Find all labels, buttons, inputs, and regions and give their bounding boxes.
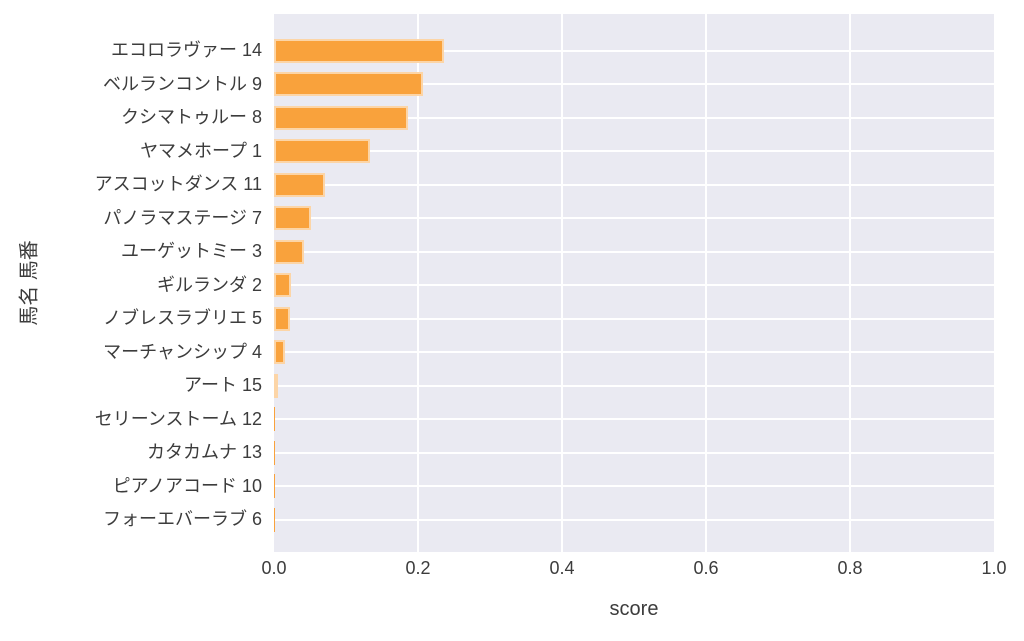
bar-row [274,302,994,336]
horizontal-gridline [274,250,994,253]
vertical-gridline [561,14,563,552]
horizontal-gridline [274,518,994,521]
y-tick-label: ベルランコントル 9 [102,73,262,94]
horizontal-gridline [274,351,994,354]
bar-row [274,403,994,437]
x-tick-label: 0.0 [261,558,287,578]
score-bar [274,407,275,432]
score-bar [274,105,408,130]
y-tick-label: パノラマステージ 7 [103,207,262,228]
horizontal-gridline [274,183,994,186]
bar-row [274,101,994,135]
vertical-gridline [417,14,419,552]
score-bar [274,206,311,231]
x-axis-title: score [609,598,659,620]
bar-row [274,235,994,269]
score-bar [274,239,304,264]
x-tick-label: 0.2 [405,558,431,578]
score-bar [274,373,278,398]
y-tick-label: エコロラヴァー 14 [110,40,262,60]
horizontal-gridline [274,451,994,454]
bar-row [274,135,994,169]
score-bar [274,340,285,365]
horizontal-gridline [274,284,994,287]
bar-row [274,503,994,537]
bar-row [274,68,994,102]
bar-row [274,369,994,403]
score-bar [274,306,290,331]
score-bar [274,507,275,532]
y-tick-label: ヤマメホープ 1 [140,140,262,161]
y-tick-label: ノブレスラブリエ 5 [102,308,262,328]
horizontal-gridline [274,418,994,421]
bar-row [274,168,994,202]
y-tick-label: カタカムナ 13 [146,442,262,462]
y-tick-label: アート 15 [184,375,262,395]
y-tick-label: ピアノアコード 10 [112,475,262,496]
horizontal-gridline [274,150,994,153]
horizontal-gridline [274,485,994,488]
bar-row [274,269,994,303]
plot-area [274,14,994,552]
y-tick-label: クシマトゥルー 8 [120,107,262,127]
score-bar [274,38,444,63]
vertical-gridline [849,14,851,552]
horizontal-gridline [274,384,994,387]
y-tick-label: ユーゲットミー 3 [120,241,262,261]
horizontal-gridline [274,317,994,320]
bar-row [274,336,994,370]
y-tick-label: ギルランダ 2 [156,274,262,295]
bar-row [274,34,994,68]
y-tick-label: マーチャンシップ 4 [103,341,262,362]
score-bar [274,139,371,164]
vertical-gridline [705,14,707,552]
x-tick-label: 0.4 [549,558,575,578]
score-bar [274,440,275,465]
score-bar [274,72,424,97]
x-tick-label: 1.0 [981,558,1007,578]
y-tick-label: フォーエバーラブ 6 [102,509,262,529]
x-tick-label: 0.6 [693,558,719,578]
score-bar [274,474,275,499]
score-bar [274,172,326,197]
y-tick-labels: エコロラヴァー 14 ベルランコントル 9 クシマトゥルー 8 ヤマメホープ 1 アスコ… [0,14,274,572]
score-bar [274,273,291,298]
horizontal-gridline [274,83,994,86]
horizontal-gridline [274,217,994,220]
x-tick-label: 0.8 [837,558,863,578]
horizontal-gridline [274,49,994,52]
bar-rows [274,34,994,537]
horizontal-gridline [274,116,994,119]
bar-row [274,436,994,470]
y-tick-label: セリーンストーム 12 [94,408,262,429]
bar-row [274,470,994,504]
x-tick-labels: 0.0 0.2 0.4 0.6 0.8 1.0 [0,558,1024,582]
y-tick-label: アスコットダンス 11 [94,174,262,194]
bar-row [274,202,994,236]
